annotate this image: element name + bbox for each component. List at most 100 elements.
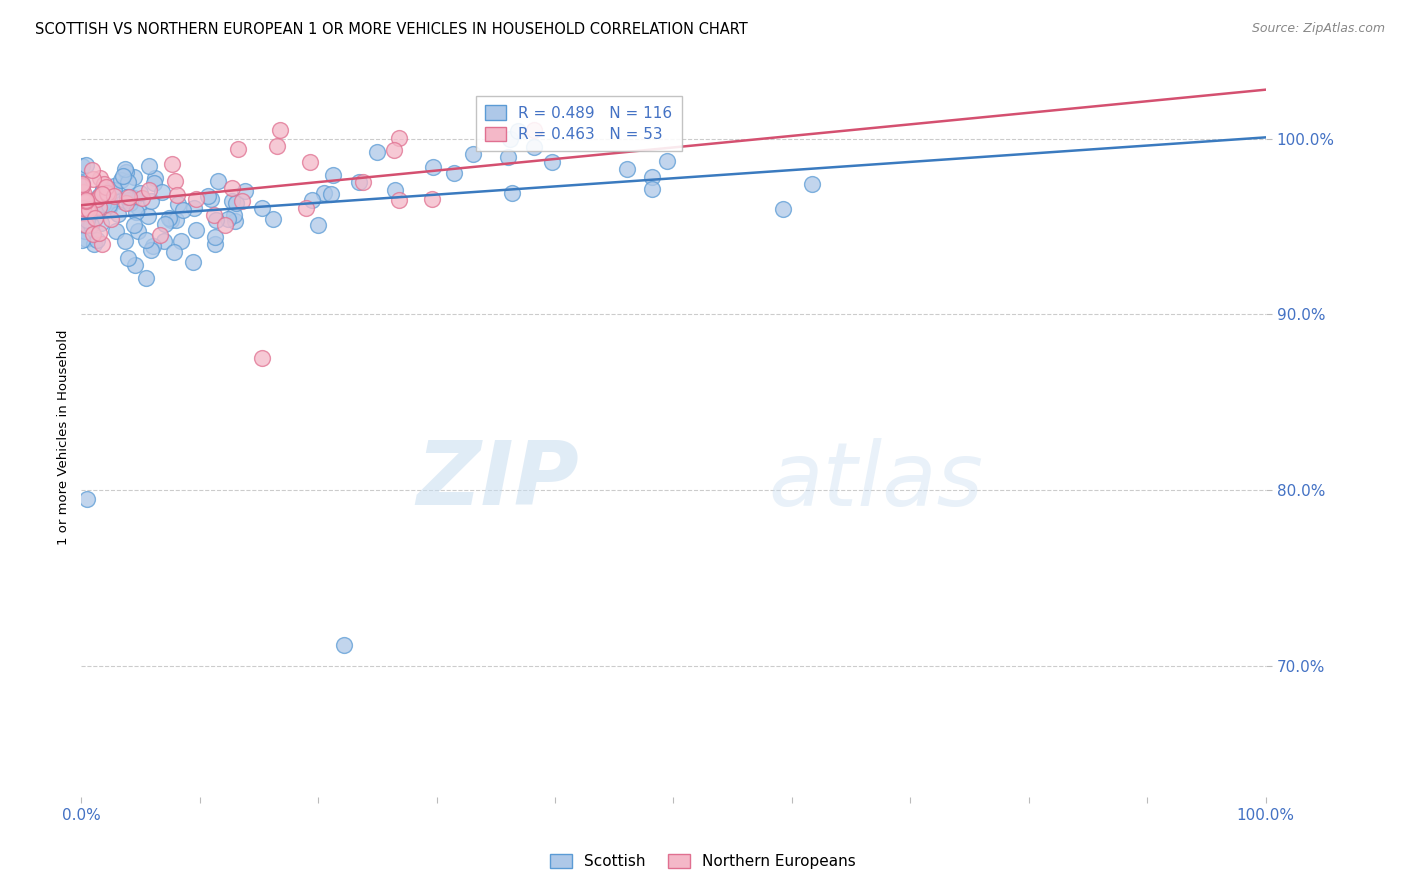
Point: [91, 237, 114, 252]
Point: [84, 199, 107, 213]
Point: [105, 224, 128, 238]
Point: [89, 189, 111, 203]
Point: [72, 178, 94, 193]
Point: [114, 162, 136, 177]
Point: [616, 161, 638, 176]
Point: [170, 235, 193, 249]
Point: [523, 139, 546, 153]
Point: [200, 192, 222, 206]
Point: [321, 187, 343, 202]
Legend: R = 0.489   N = 116, R = 0.463   N = 53: R = 0.489 N = 116, R = 0.463 N = 53: [475, 95, 682, 152]
Point: [262, 211, 284, 226]
Point: [91, 186, 114, 201]
Point: [86, 192, 108, 206]
Point: [76, 202, 98, 216]
Point: [772, 202, 794, 216]
Point: [307, 219, 329, 233]
Point: [266, 139, 288, 153]
Point: [224, 214, 246, 228]
Point: [117, 251, 139, 265]
Point: [117, 175, 139, 189]
Point: [422, 160, 444, 174]
Point: [90, 189, 112, 203]
Point: [181, 254, 204, 268]
Point: [87, 200, 110, 214]
Point: [128, 200, 150, 214]
Point: [127, 224, 149, 238]
Point: [72, 234, 94, 248]
Point: [138, 184, 160, 198]
Point: [250, 201, 273, 215]
Point: [353, 175, 375, 189]
Point: [382, 144, 405, 158]
Point: [204, 237, 226, 252]
Point: [222, 208, 245, 222]
Point: [114, 195, 136, 210]
Point: [420, 192, 443, 206]
Point: [73, 194, 96, 209]
Point: [138, 159, 160, 173]
Point: [96, 186, 118, 200]
Point: [299, 155, 322, 169]
Point: [172, 202, 194, 217]
Point: [157, 211, 180, 226]
Point: [72, 186, 94, 200]
Point: [91, 196, 114, 211]
Point: [77, 207, 100, 221]
Point: [366, 145, 388, 159]
Point: [82, 227, 104, 241]
Point: [98, 198, 121, 212]
Point: [641, 181, 664, 195]
Point: [72, 200, 94, 214]
Point: [166, 197, 188, 211]
Point: [496, 149, 519, 163]
Point: [73, 224, 96, 238]
Point: [93, 181, 115, 195]
Point: [166, 188, 188, 202]
Point: [75, 232, 97, 246]
Point: [75, 194, 97, 209]
Point: [225, 196, 247, 211]
Point: [135, 233, 157, 247]
Point: [129, 186, 152, 200]
Point: [204, 229, 226, 244]
Y-axis label: 1 or more Vehicles in Household: 1 or more Vehicles in Household: [58, 330, 70, 545]
Point: [214, 218, 236, 232]
Point: [159, 212, 181, 227]
Text: SCOTTISH VS NORTHERN EUROPEAN 1 OR MORE VEHICLES IN HOUSEHOLD CORRELATION CHART: SCOTTISH VS NORTHERN EUROPEAN 1 OR MORE …: [35, 22, 748, 37]
Point: [89, 170, 111, 185]
Point: [73, 211, 96, 225]
Point: [141, 244, 163, 258]
Point: [103, 183, 125, 197]
Point: [136, 210, 159, 224]
Point: [233, 185, 256, 199]
Point: [103, 188, 125, 202]
Point: [75, 158, 97, 172]
Point: [165, 213, 187, 227]
Point: [103, 179, 125, 194]
Point: [347, 175, 370, 189]
Point: [269, 123, 291, 137]
Point: [72, 178, 94, 193]
Point: [163, 174, 186, 188]
Point: [163, 245, 186, 260]
Point: [655, 154, 678, 169]
Point: [76, 212, 98, 227]
Text: ZIP: ZIP: [416, 437, 579, 524]
Point: [72, 212, 94, 227]
Point: [149, 228, 172, 243]
Point: [135, 270, 157, 285]
Point: [205, 213, 228, 227]
Point: [96, 180, 118, 194]
Point: [301, 193, 323, 207]
Point: [314, 186, 336, 200]
Point: [540, 154, 562, 169]
Point: [77, 207, 100, 221]
Point: [75, 194, 97, 208]
Point: [294, 201, 316, 215]
Point: [231, 194, 253, 208]
Point: [641, 170, 664, 185]
Point: [72, 177, 94, 191]
Point: [143, 176, 166, 190]
Point: [80, 218, 103, 232]
